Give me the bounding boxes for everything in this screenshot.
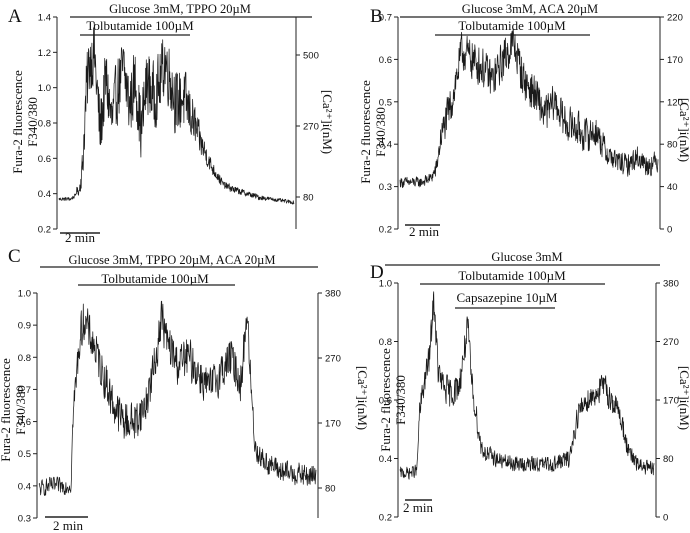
panel-c: C Glucose 3mM, TPPO 20µM, ACA 20µM Tolbu…	[0, 246, 370, 533]
right-tick-label: 0	[663, 513, 668, 524]
panel-a-ylabel-line2: F340/380	[25, 97, 40, 147]
panel-d-ylabel-line2: F340/380	[393, 375, 408, 425]
left-tick-label: 0.8	[38, 119, 51, 130]
panel-d: D Glucose 3mM Tolbutamide 100µM Capsazep…	[370, 250, 690, 524]
left-tick-label: 0.6	[379, 396, 392, 407]
right-tick-label: 270	[303, 122, 319, 133]
left-tick-label: 1.0	[379, 279, 392, 290]
left-tick-label: 0.5	[18, 449, 31, 460]
left-tick-label: 0.7	[18, 385, 31, 396]
panel-b-letter: B	[370, 6, 383, 27]
right-tick-label: 80	[303, 193, 314, 204]
panel-a-treatment-label: Tolbutamide 100µM	[86, 18, 194, 33]
panel-d-treatment-label-1: Tolbutamide 100µM	[458, 268, 566, 283]
panel-d-ylabel-right: [Ca²⁺]i(nM)	[677, 366, 690, 430]
left-tick-label: 1.0	[38, 83, 51, 94]
panel-d-treatment-label-2: Capsazepine 10µM	[457, 290, 558, 305]
right-tick-label: 270	[325, 354, 341, 365]
right-tick-label: 380	[325, 289, 341, 300]
panel-a-scale-bar-label: 2 min	[65, 230, 95, 245]
left-tick-label: 0.2	[38, 225, 51, 236]
left-tick-label: 0.3	[379, 182, 392, 193]
panel-a-letter: A	[8, 6, 22, 27]
left-tick-label: 0.8	[379, 337, 392, 348]
left-tick-label: 0.4	[379, 140, 392, 151]
panel-b-header: Glucose 3mM, ACA 20µM	[462, 2, 598, 16]
left-tick-label: 0.2	[379, 225, 392, 236]
left-tick-label: 0.2	[379, 513, 392, 524]
right-tick-label: 80	[667, 140, 678, 151]
panel-d-letter: D	[370, 262, 384, 283]
left-tick-label: 0.4	[379, 454, 392, 465]
panel-a-ylabel-right: [Ca²⁺]i(nM)	[320, 90, 335, 154]
left-tick-label: 0.4	[38, 189, 51, 200]
panel-a-ylabel-line1: Fura-2 fluorescence	[10, 70, 25, 174]
right-tick-label: 170	[667, 55, 683, 66]
left-tick-label: 0.4	[18, 481, 31, 492]
panel-a: A Glucose 3mM, TPPO 20µM Tolbutamide 100…	[8, 2, 335, 245]
panel-c-scale-bar-label: 2 min	[53, 518, 83, 533]
left-tick-label: 0.3	[18, 514, 31, 525]
left-tick-label: 0.6	[379, 55, 392, 66]
panel-d-header: Glucose 3mM	[491, 250, 562, 264]
panel-c-treatment-label: Tolbutamide 100µM	[101, 271, 209, 286]
left-tick-label: 0.6	[38, 154, 51, 165]
left-tick-label: 0.9	[18, 321, 31, 332]
left-tick-label: 0.5	[379, 97, 392, 108]
left-tick-label: 0.8	[18, 353, 31, 364]
left-tick-label: 0.6	[18, 417, 31, 428]
right-tick-label: 80	[325, 484, 336, 495]
panel-b-ylabel-line1: Fura-2 fluorescence	[358, 80, 373, 184]
right-tick-label: 0	[667, 225, 672, 236]
right-tick-label: 170	[325, 419, 341, 430]
trace-line	[399, 28, 659, 189]
panel-c-letter: C	[8, 246, 21, 267]
panel-b-ylabel-right: [Ca²⁺]i(nM)	[677, 98, 690, 162]
panel-c-header: Glucose 3mM, TPPO 20µM, ACA 20µM	[69, 253, 276, 267]
panel-c-ylabel-line1: Fura-2 fluorescence	[0, 358, 13, 462]
panel-d-scale-bar-label: 2 min	[403, 500, 433, 515]
right-tick-label: 380	[663, 279, 679, 290]
left-tick-label: 1.2	[38, 48, 51, 59]
right-tick-label: 40	[667, 182, 678, 193]
panel-b: B Glucose 3mM, ACA 20µM Tolbutamide 100µ…	[358, 2, 690, 239]
right-tick-label: 120	[667, 97, 683, 108]
right-tick-label: 270	[663, 337, 679, 348]
left-tick-label: 0.7	[379, 13, 392, 24]
panel-c-ylabel-right: [Ca²⁺]i(nM)	[355, 366, 370, 430]
trace-line	[38, 300, 317, 496]
panel-a-header: Glucose 3mM, TPPO 20µM	[109, 2, 251, 16]
left-tick-label: 1.0	[18, 289, 31, 300]
panel-c-ylabel-line2: F340/380	[13, 385, 28, 435]
panel-d-ylabel-line1: Fura-2 fluorescence	[378, 348, 393, 452]
left-tick-label: 1.4	[38, 13, 51, 24]
panel-b-scale-bar-label: 2 min	[409, 224, 439, 239]
trace-line	[58, 22, 295, 205]
panel-b-ylabel-line2: F340/380	[373, 107, 388, 157]
right-tick-label: 500	[303, 51, 319, 62]
trace-line	[399, 291, 655, 480]
right-tick-label: 220	[667, 13, 683, 24]
right-tick-label: 80	[663, 454, 674, 465]
panel-b-treatment-label: Tolbutamide 100µM	[458, 18, 566, 33]
right-tick-label: 170	[663, 396, 679, 407]
